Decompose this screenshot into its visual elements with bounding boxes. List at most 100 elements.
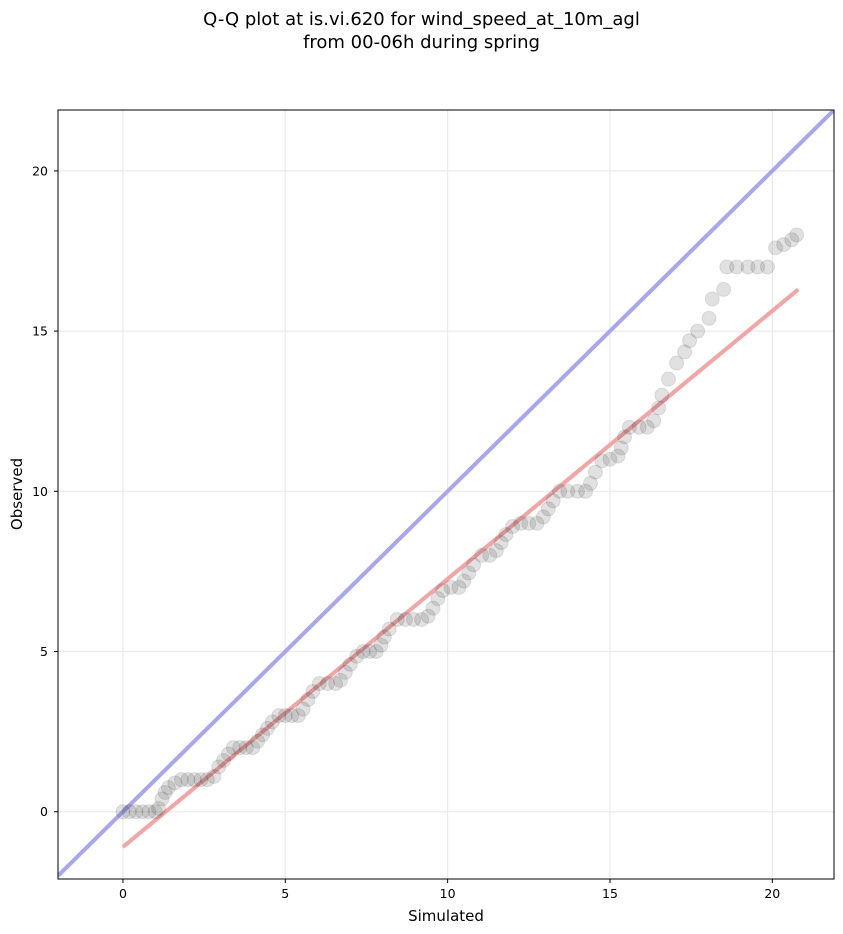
data-point xyxy=(474,547,490,563)
data-point xyxy=(617,429,633,445)
data-point xyxy=(488,543,504,559)
data-point xyxy=(521,515,537,531)
data-point xyxy=(373,637,389,653)
y-axis: 0 5 10 15 20 xyxy=(32,163,58,819)
data-point xyxy=(578,483,594,499)
data-point xyxy=(505,519,521,535)
data-point xyxy=(328,676,344,692)
x-axis: 0 5 10 15 20 xyxy=(119,879,780,901)
data-point xyxy=(420,608,436,624)
data-point xyxy=(211,759,227,775)
data-point xyxy=(389,611,405,627)
data-point xyxy=(134,804,150,820)
y-tick-label: 0 xyxy=(40,804,48,819)
data-point xyxy=(128,804,144,820)
data-point xyxy=(186,772,202,788)
data-point xyxy=(284,708,300,724)
data-point xyxy=(206,768,222,784)
data-point xyxy=(560,483,576,499)
data-point xyxy=(719,259,735,275)
data-point xyxy=(311,676,327,692)
data-point xyxy=(701,310,717,326)
lines xyxy=(58,110,834,878)
data-point xyxy=(646,413,662,429)
data-point xyxy=(290,708,306,724)
data-point xyxy=(690,323,706,339)
chart-title-line-2: from 00-06h during spring xyxy=(303,32,540,53)
data-point xyxy=(245,740,261,756)
data-point xyxy=(362,644,378,660)
data-point xyxy=(232,740,248,756)
data-point xyxy=(332,672,348,688)
data-point xyxy=(199,772,215,788)
data-point xyxy=(435,583,451,599)
data-point xyxy=(750,259,766,275)
data-point xyxy=(740,259,756,275)
data-point xyxy=(660,371,676,387)
y-tick-label: 15 xyxy=(32,324,48,339)
data-point xyxy=(250,733,266,749)
data-point xyxy=(406,611,422,627)
data-point xyxy=(466,557,482,573)
data-point xyxy=(639,419,655,435)
data-point xyxy=(264,714,280,730)
plot-frame xyxy=(57,109,835,880)
y-tick-label: 20 xyxy=(32,163,48,178)
chart-title: Q-Q plot at is.vi.620 for wind_speed_at_… xyxy=(0,8,843,54)
data-point xyxy=(342,656,358,672)
y-axis-label: Observed xyxy=(8,458,26,530)
identity-line xyxy=(58,110,834,878)
data-point xyxy=(305,684,321,700)
data-point xyxy=(157,784,173,800)
data-point xyxy=(759,259,775,275)
data-point xyxy=(271,708,287,724)
data-point xyxy=(238,740,254,756)
data-point xyxy=(259,720,275,736)
data-point xyxy=(716,281,732,297)
data-point xyxy=(277,708,293,724)
data-point xyxy=(295,701,311,717)
data-point xyxy=(529,515,545,531)
data-point xyxy=(167,775,183,791)
data-point xyxy=(225,740,241,756)
data-point xyxy=(613,440,629,456)
data-point xyxy=(461,565,477,581)
data-point xyxy=(594,453,610,469)
data-point xyxy=(535,509,551,525)
data-point xyxy=(141,804,157,820)
data-point xyxy=(602,451,618,467)
chart-title-line-1: Q-Q plot at is.vi.620 for wind_speed_at_… xyxy=(203,9,640,30)
data-point xyxy=(216,752,232,768)
data-point xyxy=(768,240,784,256)
data-point xyxy=(220,746,236,762)
data-point xyxy=(493,535,509,551)
data-point xyxy=(610,448,626,464)
data-point xyxy=(451,579,467,595)
data-point xyxy=(498,527,514,543)
data-point xyxy=(569,483,585,499)
data-point xyxy=(173,772,189,788)
data-point xyxy=(115,804,131,820)
data-point xyxy=(337,664,353,680)
data-point xyxy=(180,772,196,788)
data-point xyxy=(682,333,698,349)
data-point xyxy=(193,772,209,788)
data-point xyxy=(355,644,371,660)
data-point xyxy=(147,804,163,820)
data-point xyxy=(482,547,498,563)
data-point xyxy=(654,387,670,403)
y-tick-label: 10 xyxy=(32,484,48,499)
data-point xyxy=(121,804,137,820)
regression-line xyxy=(121,287,800,849)
data-points xyxy=(115,227,805,820)
data-point xyxy=(300,692,316,708)
data-point xyxy=(397,611,413,627)
data-point xyxy=(621,419,637,435)
data-point xyxy=(376,629,392,645)
grid xyxy=(58,110,834,879)
data-point xyxy=(789,227,805,243)
data-point xyxy=(349,648,365,664)
data-point xyxy=(368,644,384,660)
x-tick-label: 10 xyxy=(440,886,456,901)
